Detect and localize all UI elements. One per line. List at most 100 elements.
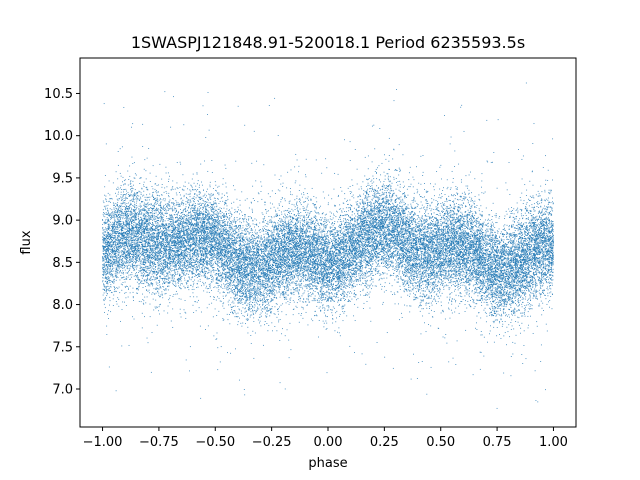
data-point — [345, 266, 346, 267]
data-point — [295, 251, 296, 252]
data-point — [409, 263, 410, 264]
data-point — [282, 279, 283, 280]
data-point — [205, 137, 206, 138]
data-point — [283, 283, 284, 284]
data-point — [129, 236, 130, 237]
data-point — [192, 289, 193, 290]
data-point — [304, 219, 305, 220]
data-point — [238, 272, 239, 273]
data-point — [274, 306, 275, 307]
data-point — [120, 275, 121, 276]
data-point — [217, 198, 218, 199]
data-point — [399, 236, 400, 237]
data-point — [383, 273, 384, 274]
data-point — [260, 245, 261, 246]
data-point — [495, 303, 496, 304]
data-point — [396, 216, 397, 217]
data-point — [342, 212, 343, 213]
data-point — [221, 227, 222, 228]
data-point — [147, 158, 148, 159]
data-point — [413, 250, 414, 251]
data-point — [155, 189, 156, 190]
data-point — [458, 286, 459, 287]
data-point — [144, 210, 145, 211]
data-point — [501, 262, 502, 263]
data-point — [235, 223, 236, 224]
data-point — [258, 320, 259, 321]
data-point — [200, 203, 201, 204]
data-point — [209, 194, 210, 195]
data-point — [244, 266, 245, 267]
data-point — [366, 218, 367, 219]
data-point — [114, 219, 115, 220]
data-point — [133, 215, 134, 216]
data-point — [304, 210, 305, 211]
data-point — [290, 277, 291, 278]
data-point — [209, 232, 210, 233]
data-point — [166, 173, 167, 174]
data-point — [462, 232, 463, 233]
data-point — [424, 277, 425, 278]
data-point — [497, 327, 498, 328]
data-point — [325, 158, 326, 159]
data-point — [213, 287, 214, 288]
data-point — [117, 219, 118, 220]
data-point — [382, 286, 383, 287]
data-point — [317, 292, 318, 293]
data-point — [440, 213, 441, 214]
data-point — [310, 268, 311, 269]
data-point — [543, 229, 544, 230]
data-point — [112, 276, 113, 277]
data-point — [511, 211, 512, 212]
data-point — [281, 176, 282, 177]
data-point — [250, 315, 251, 316]
data-point — [467, 188, 468, 189]
data-point — [350, 204, 351, 205]
data-point — [522, 234, 523, 235]
data-point — [177, 273, 178, 274]
data-point — [234, 217, 235, 218]
data-point — [293, 292, 294, 293]
data-point — [147, 261, 148, 262]
data-point — [109, 305, 110, 306]
data-point — [267, 295, 268, 296]
data-point — [162, 184, 163, 185]
data-point — [422, 218, 423, 219]
data-point — [128, 192, 129, 193]
data-point — [299, 285, 300, 286]
data-point — [326, 328, 327, 329]
data-point — [523, 298, 524, 299]
data-point — [250, 246, 251, 247]
data-point — [309, 266, 310, 267]
data-point — [125, 200, 126, 201]
data-point — [134, 217, 135, 218]
data-point — [145, 256, 146, 257]
data-point — [470, 271, 471, 272]
data-point — [497, 262, 498, 263]
data-point — [303, 247, 304, 248]
data-point — [243, 265, 244, 266]
data-point — [382, 209, 383, 210]
data-point — [208, 92, 209, 93]
data-point — [188, 213, 189, 214]
data-point — [458, 235, 459, 236]
data-point — [454, 299, 455, 300]
data-point — [487, 249, 488, 250]
data-point — [351, 282, 352, 283]
data-point — [246, 219, 247, 220]
data-point — [131, 272, 132, 273]
data-point — [217, 235, 218, 236]
data-point — [273, 247, 274, 248]
data-point — [255, 298, 256, 299]
data-point — [332, 236, 333, 237]
data-point — [481, 239, 482, 240]
data-point — [113, 182, 114, 183]
data-point — [422, 228, 423, 229]
data-point — [199, 266, 200, 267]
data-point — [242, 261, 243, 262]
data-point — [324, 221, 325, 222]
data-point — [242, 296, 243, 297]
data-point — [385, 264, 386, 265]
data-point — [429, 296, 430, 297]
data-point — [352, 196, 353, 197]
